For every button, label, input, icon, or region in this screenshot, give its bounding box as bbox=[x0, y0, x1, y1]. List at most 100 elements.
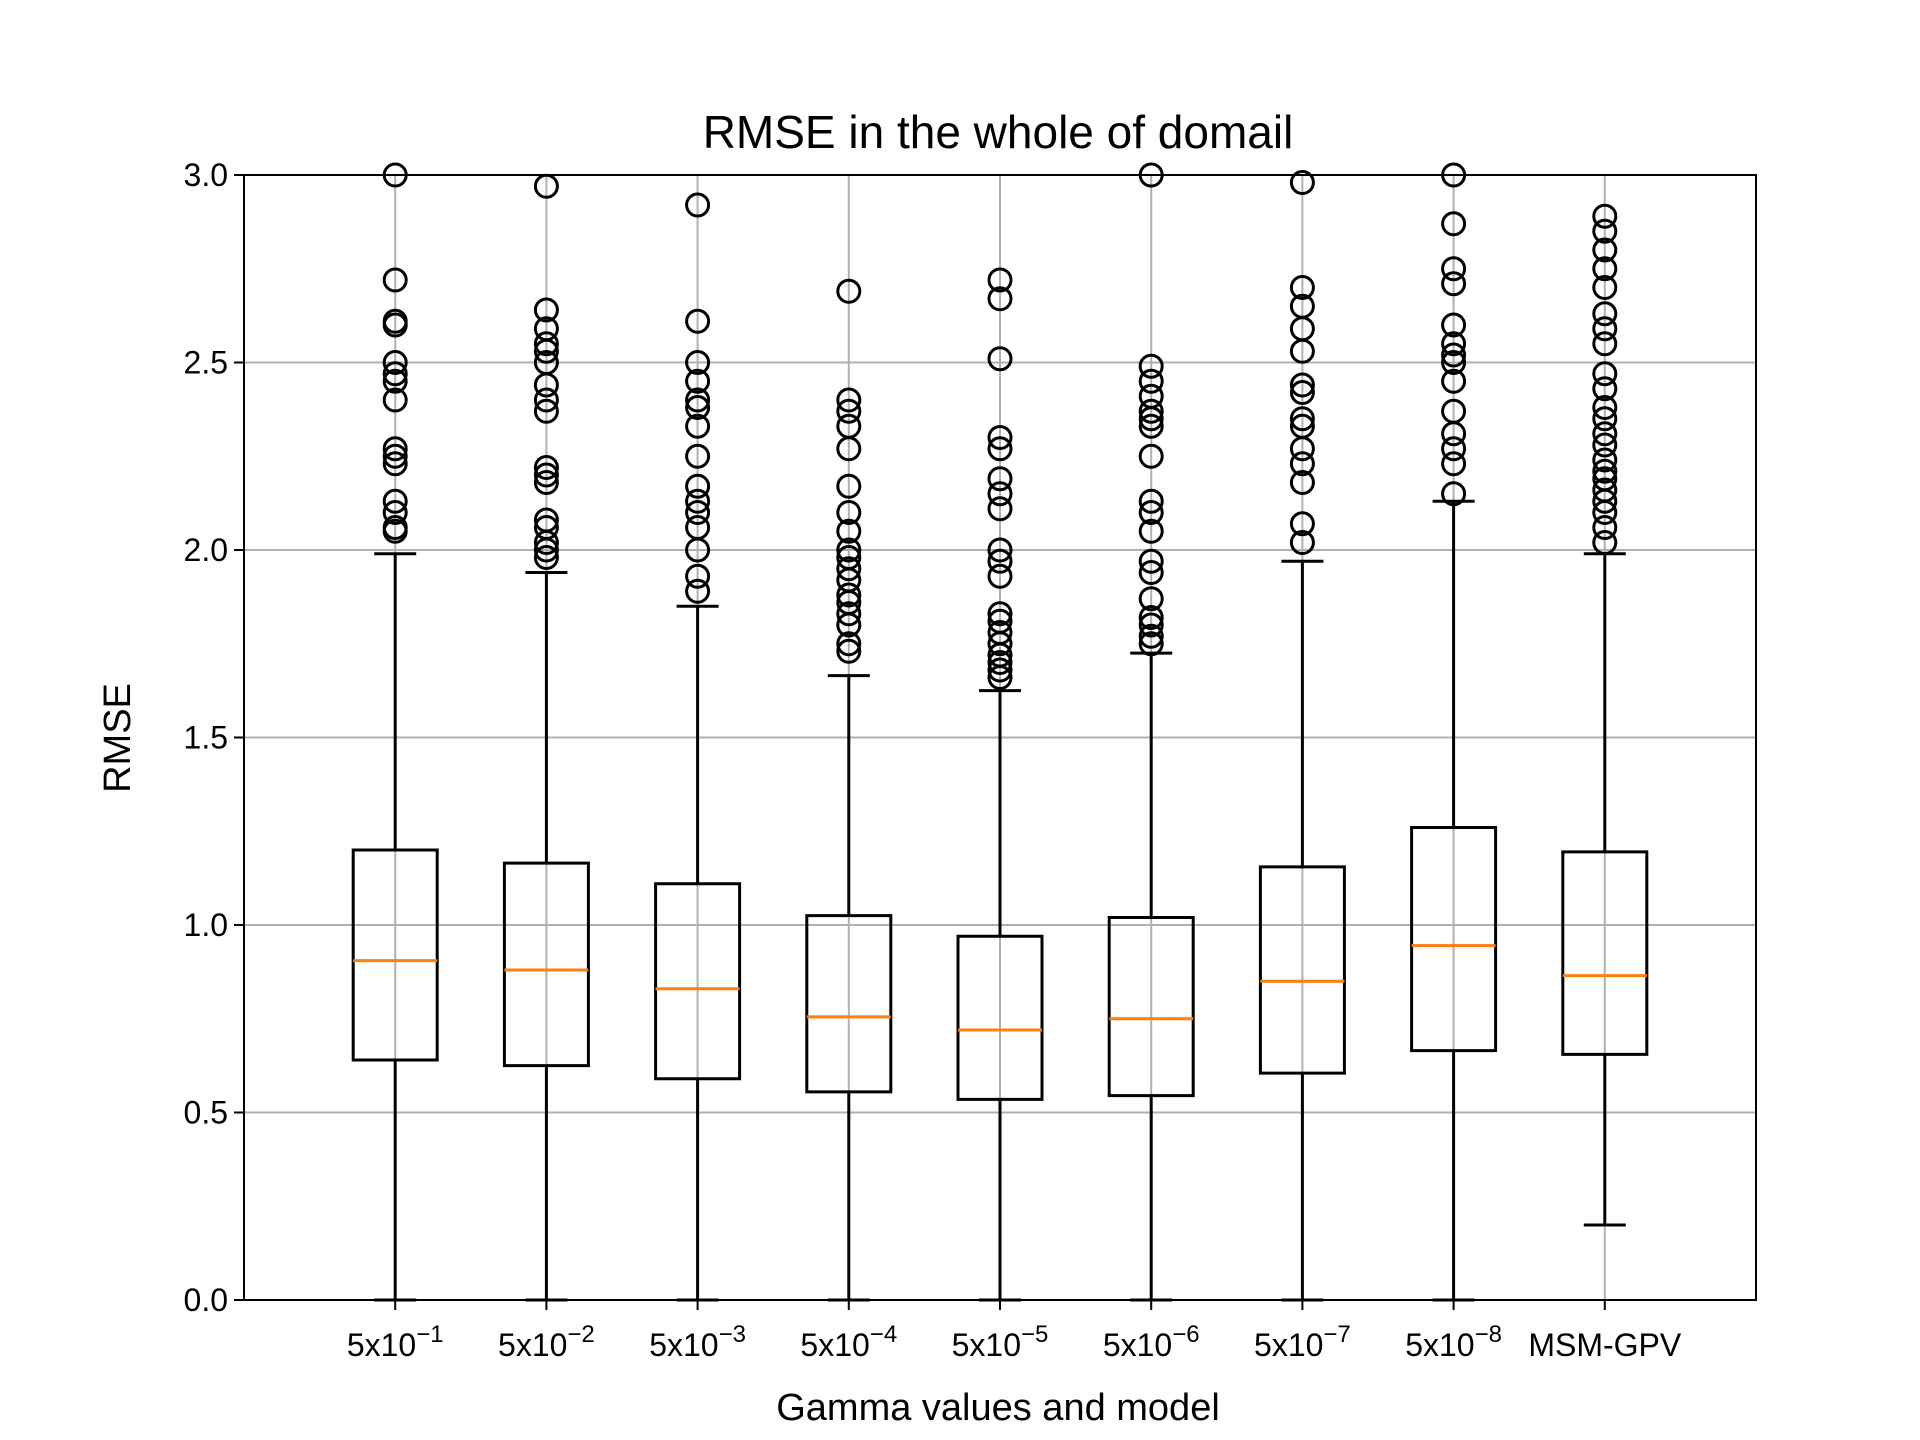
outlier-point bbox=[836, 413, 862, 439]
outlier-point bbox=[382, 515, 408, 540]
outlier-point bbox=[382, 451, 408, 477]
outlier-point bbox=[382, 443, 408, 469]
outlier-point bbox=[1289, 470, 1315, 495]
outlier-point bbox=[382, 361, 408, 387]
outlier-point bbox=[836, 601, 862, 627]
outlier-point bbox=[987, 563, 1013, 589]
x-tick-label-base: 5x10 bbox=[649, 1327, 718, 1363]
x-tick-label-exponent: −7 bbox=[1323, 1321, 1350, 1348]
outlier-point bbox=[987, 620, 1013, 645]
x-tick-label: 5x10−3 bbox=[649, 1321, 746, 1363]
outlier-point bbox=[1138, 586, 1164, 612]
x-tick-label-exponent: −3 bbox=[719, 1321, 746, 1348]
outlier-point bbox=[987, 481, 1013, 507]
outlier-point bbox=[987, 466, 1013, 492]
outlier-point bbox=[533, 398, 559, 424]
outlier-point bbox=[1138, 548, 1164, 574]
outlier-point bbox=[382, 500, 408, 525]
x-tick-label-base: 5x10 bbox=[347, 1327, 416, 1363]
outlier-point bbox=[1138, 623, 1164, 649]
outlier-point bbox=[382, 267, 408, 293]
outlier-point bbox=[1441, 331, 1467, 357]
outlier-point bbox=[382, 436, 408, 462]
y-tick-label: 2.5 bbox=[184, 345, 228, 381]
outlier-point bbox=[1138, 443, 1164, 469]
outlier-point bbox=[533, 470, 559, 495]
x-axis: 5x10−1 5x10−2 5x10−3 5x10−4 5x10−5 5x10−6 5x10… bbox=[347, 1300, 1682, 1363]
outlier-point bbox=[685, 368, 711, 394]
outlier-point bbox=[836, 518, 862, 544]
outlier-point bbox=[987, 267, 1013, 293]
outlier-point bbox=[685, 395, 711, 420]
outlier-point bbox=[1592, 316, 1618, 342]
outlier-point bbox=[533, 515, 559, 540]
outlier-point bbox=[1289, 530, 1315, 555]
outlier-point bbox=[987, 346, 1013, 372]
y-tick-label: 1.0 bbox=[184, 907, 228, 943]
outlier-point bbox=[1441, 436, 1467, 462]
outlier-point bbox=[836, 556, 862, 582]
box-group bbox=[351, 162, 439, 1302]
x-tick-label-base: 5x10 bbox=[498, 1327, 567, 1363]
outlier-point bbox=[685, 350, 711, 375]
x-tick-label-exponent: −1 bbox=[416, 1321, 443, 1348]
outlier-point bbox=[1592, 530, 1618, 555]
outlier-point bbox=[685, 578, 711, 604]
outlier-point bbox=[685, 413, 711, 439]
outlier-point bbox=[685, 488, 711, 514]
outlier-point bbox=[987, 601, 1013, 627]
outlier-point bbox=[1592, 395, 1618, 420]
outlier-point bbox=[1592, 421, 1618, 447]
outlier-point bbox=[1441, 211, 1467, 237]
x-tick-label: 5x10−2 bbox=[498, 1321, 595, 1363]
iqr-box bbox=[351, 848, 439, 1062]
outlier-point bbox=[533, 297, 559, 323]
outlier-point bbox=[685, 515, 711, 540]
outlier-point bbox=[1592, 515, 1618, 540]
outlier-point bbox=[1441, 256, 1467, 282]
outlier-point bbox=[685, 308, 711, 334]
outlier-point bbox=[836, 537, 862, 563]
outlier-point bbox=[685, 500, 711, 525]
outlier-point bbox=[1289, 406, 1315, 432]
x-axis-title: Gamma values and model bbox=[776, 1387, 1220, 1429]
outlier-point bbox=[1138, 605, 1164, 630]
outlier-point bbox=[1138, 353, 1164, 379]
box-group bbox=[1561, 203, 1649, 1227]
outlier-point bbox=[685, 473, 711, 499]
outlier-point bbox=[533, 462, 559, 488]
outlier-point bbox=[1289, 293, 1315, 319]
outlier-point bbox=[836, 473, 862, 499]
outlier-point bbox=[533, 455, 559, 480]
outlier-point bbox=[1592, 406, 1618, 432]
outlier-point bbox=[1441, 271, 1467, 297]
x-tick-label: 5x10−5 bbox=[952, 1321, 1049, 1363]
outlier-point bbox=[685, 387, 711, 413]
x-tick-label-exponent: −8 bbox=[1475, 1321, 1502, 1348]
outlier-point bbox=[685, 192, 711, 218]
outlier-point bbox=[987, 496, 1013, 522]
box-group bbox=[1410, 162, 1498, 1302]
x-tick-label-exponent: −5 bbox=[1021, 1321, 1048, 1348]
outlier-point bbox=[836, 398, 862, 424]
outlier-point bbox=[685, 443, 711, 469]
iqr-box bbox=[805, 914, 893, 1094]
outlier-point bbox=[1289, 511, 1315, 537]
x-tick-label-base: MSM-GPV bbox=[1528, 1327, 1682, 1363]
outlier-point bbox=[1441, 312, 1467, 338]
x-tick-label-exponent: −4 bbox=[870, 1321, 897, 1348]
box-group bbox=[1258, 170, 1346, 1302]
box-series bbox=[351, 162, 1649, 1302]
box-group bbox=[654, 192, 742, 1302]
outlier-point bbox=[987, 608, 1013, 634]
outlier-point bbox=[1441, 350, 1467, 375]
outlier-point bbox=[1592, 447, 1618, 473]
x-tick-label: 5x10−8 bbox=[1405, 1321, 1502, 1363]
outlier-point bbox=[1138, 488, 1164, 514]
outlier-point bbox=[987, 657, 1013, 683]
outlier-point bbox=[1289, 275, 1315, 300]
outlier-point bbox=[987, 436, 1013, 462]
outlier-point bbox=[1138, 398, 1164, 424]
outlier-point bbox=[382, 387, 408, 413]
